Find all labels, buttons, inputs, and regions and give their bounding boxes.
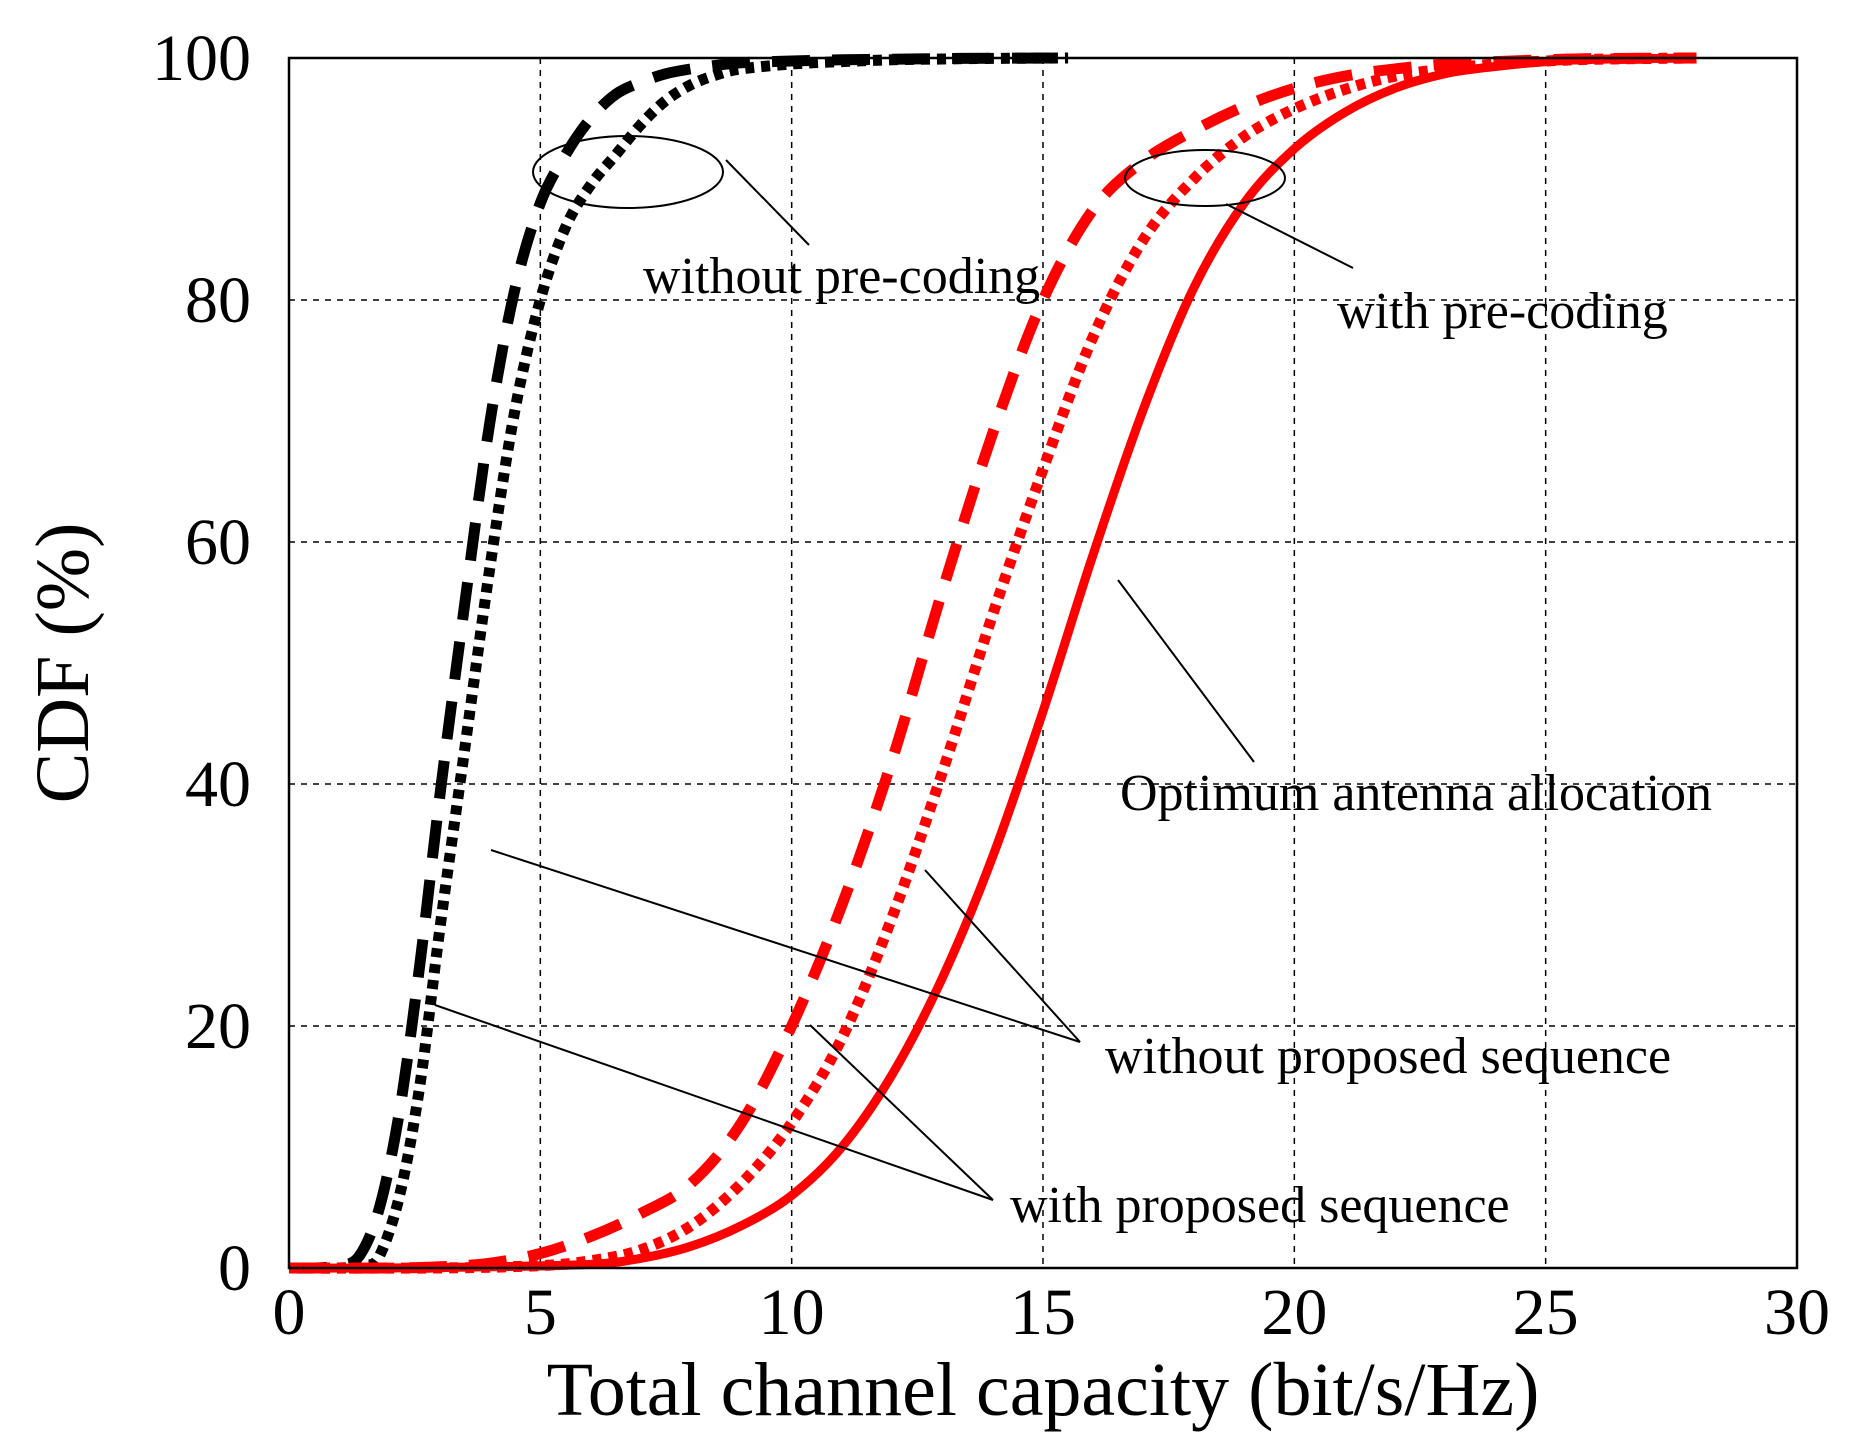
y-tick-label: 60: [185, 506, 251, 579]
y-tick-label: 40: [185, 748, 251, 821]
series-line-2: [289, 52, 1069, 1274]
with-precoding-leader: [1225, 203, 1354, 269]
x-tick-label: 5: [524, 1276, 557, 1349]
x-tick-label: 15: [1010, 1276, 1076, 1349]
x-tick-label: 10: [759, 1276, 825, 1349]
y-tick-label: 0: [218, 1232, 251, 1305]
x-tick-label: 25: [1513, 1276, 1579, 1349]
y-tick-label: 20: [185, 990, 251, 1063]
annotations: without pre-coding with pre-coding Optim…: [434, 135, 1712, 1234]
x-tick-label: 0: [273, 1276, 306, 1349]
series-line-5: [288, 53, 1697, 1273]
with-proposed-leader-black: [434, 1004, 994, 1201]
series-line-3: [288, 52, 1697, 1274]
x-tick-label: 20: [1261, 1276, 1327, 1349]
data-series: [288, 52, 1697, 1274]
series-line-1: [288, 52, 1069, 1274]
x-tick-label: 30: [1764, 1276, 1830, 1349]
without-precoding-ellipse: [532, 135, 724, 209]
plot-frame: [287, 56, 1799, 1270]
annotation-optimum-antenna-allocation: Optimum antenna allocation: [1120, 765, 1712, 822]
annotation-without-proposed-sequence: without proposed sequence: [1105, 1028, 1671, 1085]
annotation-with-proposed-sequence: with proposed sequence: [1010, 1177, 1510, 1234]
annotation-with-precoding: with pre-coding: [1337, 283, 1668, 340]
with-proposed-leader-red: [809, 1024, 994, 1201]
optimum-leader: [1117, 579, 1255, 763]
without-precoding-leader: [725, 159, 810, 246]
y-tick-label: 100: [152, 22, 251, 95]
tick-labels: 0 5 10 15 20 25 30 0 20 40 60 80 100: [152, 22, 1830, 1349]
grid-lines: [289, 58, 1797, 1268]
with-precoding-ellipse: [1124, 149, 1286, 207]
without-proposed-leader-red: [924, 869, 1081, 1043]
y-axis-title: CDF (%): [21, 523, 105, 804]
series-line-4: [288, 52, 1697, 1274]
annotation-without-precoding: without pre-coding: [643, 248, 1040, 305]
y-tick-label: 80: [185, 264, 251, 337]
x-axis-title: Total channel capacity (bit/s/Hz): [547, 1348, 1540, 1432]
without-proposed-leader-black: [490, 849, 1081, 1043]
